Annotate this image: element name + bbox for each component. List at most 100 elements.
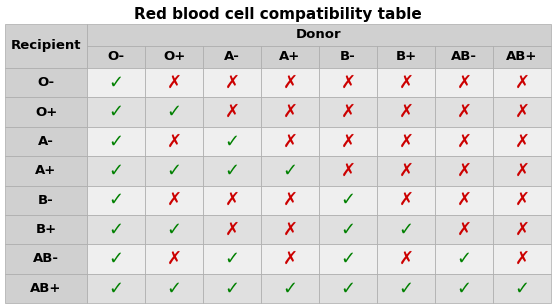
Text: ✓: ✓ (166, 103, 182, 121)
Text: ✗: ✗ (514, 221, 529, 239)
Text: AB+: AB+ (507, 51, 538, 63)
Text: Donor: Donor (296, 29, 342, 42)
Text: ✗: ✗ (166, 191, 182, 209)
Text: ✗: ✗ (282, 74, 297, 92)
Bar (261, 215, 319, 244)
Text: A+: A+ (279, 51, 301, 63)
Text: ✓: ✓ (514, 279, 529, 297)
Text: ✗: ✗ (282, 221, 297, 239)
Bar (203, 185, 261, 215)
Bar (261, 274, 319, 303)
Text: ✗: ✗ (399, 191, 414, 209)
Text: ✗: ✗ (166, 74, 182, 92)
Bar (261, 46, 319, 68)
Bar (87, 244, 145, 274)
Bar (435, 127, 493, 156)
Text: ✗: ✗ (399, 250, 414, 268)
Text: ✓: ✓ (282, 162, 297, 180)
Text: ✓: ✓ (108, 279, 123, 297)
Bar (319, 274, 377, 303)
Bar (145, 97, 203, 127)
Bar (319, 127, 377, 156)
Bar (261, 244, 319, 274)
Bar (319, 97, 377, 127)
Bar (145, 46, 203, 68)
Text: ✓: ✓ (340, 279, 356, 297)
Text: ✗: ✗ (340, 132, 356, 150)
Bar (261, 156, 319, 185)
Text: O-: O- (37, 76, 54, 89)
Bar (87, 274, 145, 303)
Bar (493, 46, 551, 68)
Bar (87, 24, 551, 46)
Text: ✗: ✗ (166, 132, 182, 150)
Text: ✓: ✓ (456, 279, 471, 297)
Text: ✗: ✗ (225, 191, 240, 209)
Bar (87, 127, 145, 156)
Bar (87, 97, 145, 127)
Text: O-: O- (107, 51, 125, 63)
Text: B+: B+ (395, 51, 416, 63)
Bar (203, 244, 261, 274)
Text: ✓: ✓ (108, 250, 123, 268)
Text: ✗: ✗ (166, 250, 182, 268)
Text: ✗: ✗ (399, 132, 414, 150)
Bar (493, 215, 551, 244)
Text: ✓: ✓ (166, 221, 182, 239)
Text: ✗: ✗ (456, 74, 471, 92)
Text: ✗: ✗ (340, 162, 356, 180)
Text: AB-: AB- (33, 253, 59, 265)
Bar (145, 244, 203, 274)
Bar (261, 68, 319, 97)
Bar (377, 274, 435, 303)
Bar (319, 185, 377, 215)
Text: ✓: ✓ (340, 250, 356, 268)
Bar (261, 185, 319, 215)
Text: ✗: ✗ (514, 250, 529, 268)
Text: ✓: ✓ (225, 162, 240, 180)
Text: ✗: ✗ (282, 250, 297, 268)
Bar (435, 68, 493, 97)
Bar (145, 274, 203, 303)
Bar (5, 274, 87, 303)
Bar (261, 97, 319, 127)
Bar (493, 97, 551, 127)
Bar (435, 274, 493, 303)
Bar (5, 127, 87, 156)
Text: ✗: ✗ (514, 103, 529, 121)
Bar (493, 244, 551, 274)
Text: ✗: ✗ (225, 74, 240, 92)
Bar (203, 156, 261, 185)
Bar (377, 46, 435, 68)
Text: ✗: ✗ (456, 191, 471, 209)
Text: ✗: ✗ (456, 103, 471, 121)
Bar (493, 156, 551, 185)
Bar (377, 97, 435, 127)
Bar (493, 68, 551, 97)
Bar (377, 185, 435, 215)
Text: ✗: ✗ (514, 74, 529, 92)
Bar (493, 127, 551, 156)
Bar (87, 68, 145, 97)
Bar (87, 185, 145, 215)
Bar (145, 215, 203, 244)
Text: ✗: ✗ (340, 103, 356, 121)
Text: ✓: ✓ (225, 132, 240, 150)
Bar (5, 97, 87, 127)
Text: ✗: ✗ (282, 103, 297, 121)
Text: ✓: ✓ (225, 250, 240, 268)
Text: AB+: AB+ (31, 282, 62, 295)
Bar (203, 46, 261, 68)
Bar (203, 274, 261, 303)
Text: ✓: ✓ (108, 132, 123, 150)
Bar (319, 46, 377, 68)
Bar (5, 24, 87, 68)
Text: ✗: ✗ (514, 162, 529, 180)
Text: A-: A- (38, 135, 54, 148)
Bar (203, 215, 261, 244)
Bar (203, 68, 261, 97)
Bar (145, 68, 203, 97)
Bar (5, 215, 87, 244)
Bar (5, 156, 87, 185)
Text: ✓: ✓ (166, 279, 182, 297)
